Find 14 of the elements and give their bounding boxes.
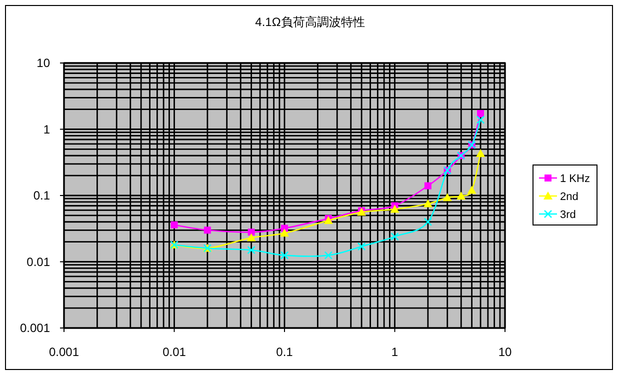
y-tick-label: 0.1	[33, 188, 50, 202]
x-tick-label: 0.1	[276, 345, 294, 359]
legend-label: 2nd	[560, 191, 578, 203]
y-tick-label: 0.01	[26, 254, 50, 269]
y-tick-label: 0.001	[20, 321, 50, 335]
x-tick-label: 10	[498, 345, 512, 359]
x-tick-label: 0.001	[48, 345, 80, 359]
legend-label: 3rd	[560, 209, 576, 221]
x-tick-label: 0.01	[162, 345, 186, 359]
x-tick-label: 1	[391, 345, 398, 359]
title: 4.1Ω負荷高調波特性	[255, 15, 365, 29]
legend-label: 1 KHz	[560, 173, 590, 185]
y-tick-label: 1	[43, 122, 50, 136]
y-tick-label: 10	[36, 56, 50, 70]
